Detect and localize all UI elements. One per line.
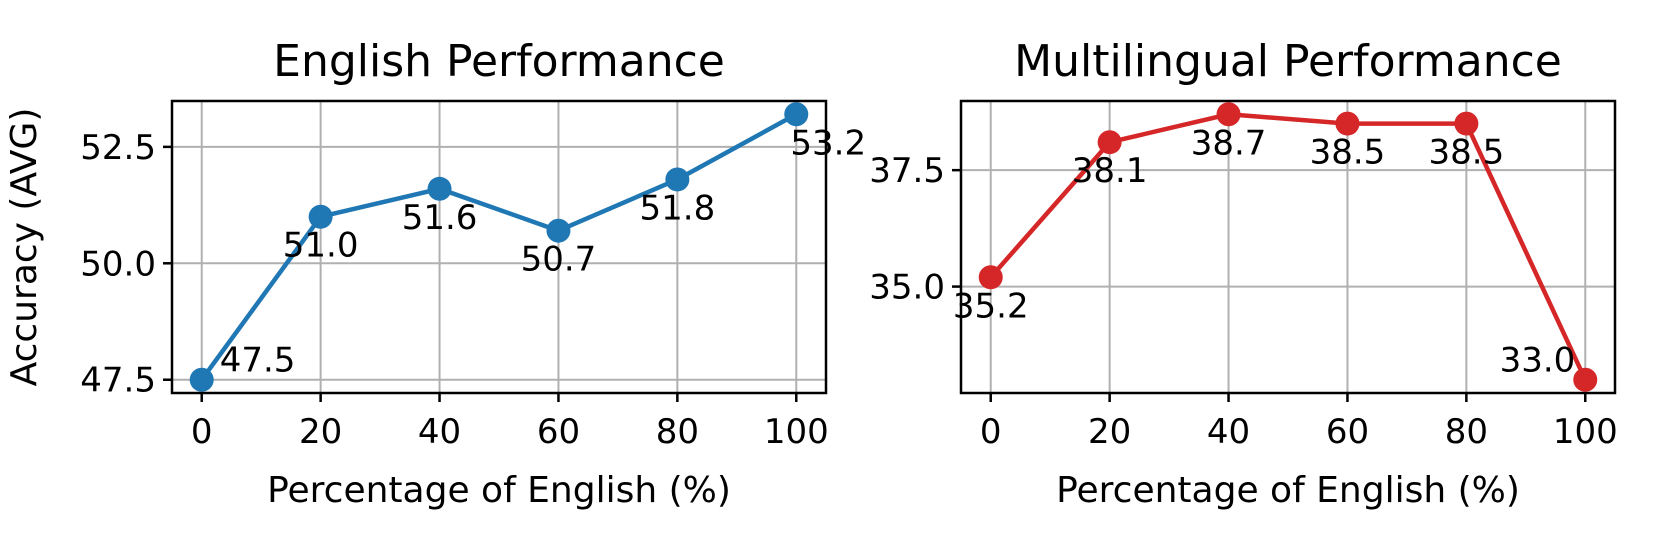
axes-frame — [959, 99, 1617, 395]
series-line — [989, 112, 1588, 381]
y-tick-label: 35.0 — [869, 268, 945, 308]
x-tick-label: 20 — [299, 412, 342, 452]
chart-title: Multilingual Performance — [1014, 36, 1562, 87]
data-label: 33.0 — [1500, 341, 1576, 381]
chart-panel-2: 0 20 40 60 80 100 35.0 37.5 Multilingual Perform… — [869, 36, 1617, 511]
data-label: 47.5 — [220, 341, 296, 381]
data-label: 38.5 — [1429, 133, 1505, 173]
data-label: 51.8 — [640, 188, 716, 228]
data-label: 38.5 — [1310, 133, 1386, 173]
data-point-marker — [427, 176, 452, 201]
data-point-marker — [189, 367, 214, 392]
x-tick-label: 80 — [656, 412, 699, 452]
data-point-marker — [1454, 111, 1479, 136]
x-tick-label: 100 — [1553, 412, 1618, 452]
data-point-marker — [978, 265, 1003, 290]
data-point-marker — [1097, 130, 1122, 155]
data-label: 38.7 — [1191, 123, 1267, 163]
x-tick-label: 0 — [191, 412, 213, 452]
y-tick-label: 47.5 — [80, 361, 156, 401]
x-tick-label: 20 — [1088, 412, 1131, 452]
data-label: 51.6 — [402, 198, 478, 238]
y-axis-label: Accuracy (AVG) — [4, 108, 45, 387]
chart-panel-1: 0 20 40 60 80 100 47.5 50.0 52.5 English Performa… — [4, 36, 866, 511]
y-tick-label: 52.5 — [80, 128, 156, 168]
x-tick-label: 40 — [1207, 412, 1250, 452]
x-tick-label: 100 — [764, 412, 829, 452]
data-point-marker — [1573, 367, 1598, 392]
x-axis-label: Percentage of English (%) — [267, 470, 731, 511]
data-point-marker — [308, 204, 333, 229]
data-label: 35.2 — [953, 286, 1029, 326]
x-tick-label: 0 — [980, 412, 1002, 452]
x-axis-label: Percentage of English (%) — [1056, 470, 1520, 511]
chart-title: English Performance — [273, 36, 725, 87]
x-tick-label: 60 — [1326, 412, 1369, 452]
series-line — [199, 112, 798, 382]
data-point-marker — [546, 218, 571, 243]
axes-frame — [170, 99, 828, 395]
y-tick-label: 50.0 — [80, 244, 156, 284]
data-label: 50.7 — [521, 240, 597, 280]
data-point-marker — [784, 102, 809, 127]
data-point-marker — [1335, 111, 1360, 136]
x-tick-label: 80 — [1445, 412, 1488, 452]
y-tick-label: 37.5 — [869, 151, 945, 191]
data-label: 53.2 — [790, 123, 866, 163]
data-point-marker — [665, 167, 690, 192]
data-label: 38.1 — [1072, 151, 1148, 191]
data-point-marker — [1216, 102, 1241, 127]
data-label: 51.0 — [283, 226, 359, 266]
x-tick-label: 40 — [418, 412, 461, 452]
x-tick-label: 60 — [537, 412, 580, 452]
